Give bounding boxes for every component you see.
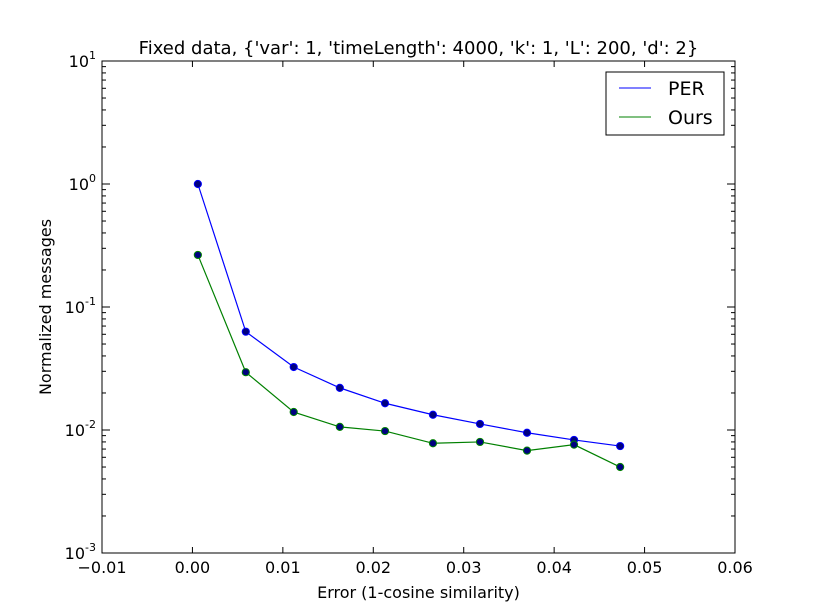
y-axis: 10-3 10-2 10-1 100 101 bbox=[65, 49, 735, 563]
y-tick-label: 10-2 bbox=[65, 418, 96, 440]
data-point-per bbox=[289, 362, 298, 372]
data-point-ours bbox=[241, 368, 250, 377]
data-point-ours bbox=[522, 446, 532, 455]
legend-label-ours: Ours bbox=[668, 107, 713, 129]
series-line-per bbox=[197, 183, 621, 447]
x-tick-label: 0.00 bbox=[175, 558, 211, 577]
data-point-per bbox=[335, 383, 344, 392]
data-point-per bbox=[241, 327, 250, 336]
x-tick-label: 0.01 bbox=[265, 558, 301, 577]
plot-area: −0.01 0.00 0.01 0.02 0.03 0.04 0.05 0.06 10-310… bbox=[65, 49, 753, 577]
y-tick-label: 10-1 bbox=[65, 295, 96, 317]
x-tick-label: 0.03 bbox=[446, 558, 482, 577]
data-point-per bbox=[616, 441, 625, 451]
chart-title: Fixed data, {'var': 1, 'timeLength': 400… bbox=[139, 38, 699, 59]
y-tick-label: 101 bbox=[69, 49, 96, 71]
plot-frame bbox=[101, 60, 736, 554]
data-point-per bbox=[428, 410, 438, 419]
data-point-ours bbox=[616, 462, 625, 472]
data-point-per bbox=[193, 179, 202, 189]
data-point-per bbox=[475, 419, 485, 429]
x-tick-label: −0.01 bbox=[77, 558, 126, 577]
data-point-per bbox=[380, 399, 390, 408]
x-tick-label: 0.04 bbox=[536, 558, 572, 577]
series-line-ours bbox=[197, 254, 621, 468]
series-layer bbox=[193, 179, 625, 472]
x-tick-label: 0.02 bbox=[355, 558, 391, 577]
legend-label-per: PER bbox=[668, 78, 705, 100]
y-tick-label: 10-3 bbox=[65, 541, 96, 563]
legend: PER Ours bbox=[605, 71, 725, 136]
data-point-per bbox=[522, 428, 532, 437]
data-point-ours bbox=[335, 422, 344, 431]
data-point-ours bbox=[475, 437, 485, 447]
legend-box bbox=[605, 71, 725, 136]
data-point-ours bbox=[380, 426, 390, 436]
data-point-ours bbox=[428, 439, 438, 448]
x-tick-label: 0.05 bbox=[627, 558, 663, 577]
y-tick-label: 100 bbox=[69, 172, 96, 194]
data-point-ours bbox=[193, 250, 202, 260]
data-point-ours bbox=[289, 407, 298, 417]
x-axis-label: Error (1-cosine similarity) bbox=[317, 583, 520, 602]
x-tick-label: 0.06 bbox=[717, 558, 753, 577]
x-axis: −0.01 0.00 0.01 0.02 0.03 0.04 0.05 0.06 bbox=[77, 61, 753, 577]
data-point-ours bbox=[569, 440, 579, 449]
y-axis-label: Normalized messages bbox=[36, 219, 55, 395]
